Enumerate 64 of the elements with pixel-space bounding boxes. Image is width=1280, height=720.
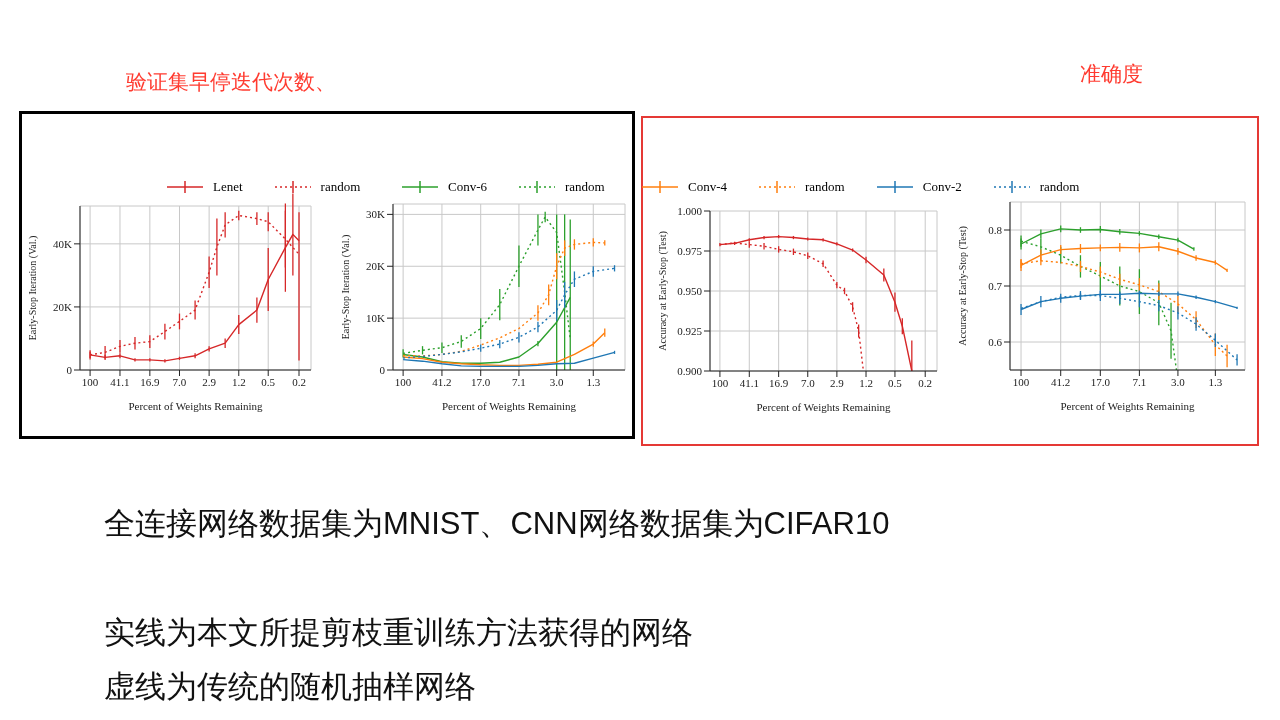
x-tick-label: 100 <box>1012 375 1030 388</box>
y-axis-title: Early-Stop Iteration (Val.) <box>26 235 39 341</box>
x-tick-label: 41.2 <box>1051 375 1071 388</box>
x-tick-label: 100 <box>711 376 729 389</box>
x-tick-label: 2.9 <box>830 376 845 389</box>
y-tick-label: 0.950 <box>677 284 703 297</box>
y-tick-label: 0.975 <box>677 244 703 257</box>
y-tick-label: 20K <box>53 300 73 313</box>
legend-label: random <box>805 179 845 195</box>
x-axis-title: Percent of Weights Remaining <box>128 400 264 412</box>
x-tick-label: 7.0 <box>800 376 816 389</box>
x-tick-label: 0.5 <box>261 375 276 388</box>
y-axis-title: Accuracy at Early-Stop (Test) <box>656 231 669 351</box>
y-tick-label: 0.8 <box>988 223 1003 236</box>
y-tick-label: 0.900 <box>677 364 703 377</box>
legend-label: Conv-6 <box>448 179 487 195</box>
y-axis-title: Accuracy at Early-Stop (Test) <box>956 226 969 346</box>
y-tick-label: 0.925 <box>677 324 703 337</box>
x-axis-title: Percent of Weights Remaining <box>441 400 577 412</box>
x-tick-label: 41.2 <box>432 375 452 388</box>
x-axis-title: Percent of Weights Remaining <box>756 401 892 413</box>
y-tick-label: 0 <box>66 363 73 376</box>
y-tick-label: 0 <box>379 363 386 376</box>
x-tick-label: 16.9 <box>140 375 160 388</box>
x-tick-label: 1.2 <box>231 375 246 388</box>
x-tick-label: 100 <box>81 375 99 388</box>
legend-label: Lenet <box>213 179 243 195</box>
legend-label: random <box>320 179 361 195</box>
x-tick-label: 7.0 <box>172 375 187 388</box>
x-tick-label: 0.5 <box>888 376 903 389</box>
x-tick-label: 16.9 <box>769 376 789 389</box>
text: 全连接网络数据集为MNIST、CNN网络数据集为CIFAR10 <box>104 505 890 543</box>
y-tick-label: 10K <box>366 312 386 325</box>
x-tick-label: 3.0 <box>1171 375 1186 388</box>
y-tick-label: 40K <box>53 237 73 250</box>
x-tick-label: 17.0 <box>471 375 491 388</box>
chart-title: 准确度 <box>1080 61 1143 87</box>
y-tick-label: 0.6 <box>988 335 1003 348</box>
text: 虚线为传统的随机抽样网络 <box>104 668 476 706</box>
y-tick-label: 0.7 <box>988 279 1003 292</box>
legend-label: random <box>565 179 605 195</box>
x-tick-label: 1.2 <box>859 376 873 389</box>
x-axis-title: Percent of Weights Remaining <box>1060 400 1196 412</box>
y-axis-title: Early-Stop Iteration (Val.) <box>339 234 352 340</box>
y-tick-label: 20K <box>366 260 386 273</box>
legend-label: Conv-2 <box>922 179 962 195</box>
legend-label: Conv-4 <box>688 179 727 195</box>
x-tick-label: 41.1 <box>110 375 130 388</box>
x-tick-label: 7.1 <box>1132 375 1147 388</box>
x-tick-label: 2.9 <box>202 375 217 388</box>
chart-title: 验证集早停迭代次数、 <box>126 69 336 95</box>
y-tick-label: 1.000 <box>677 204 703 217</box>
x-tick-label: 1.3 <box>1208 375 1223 388</box>
x-tick-label: 1.3 <box>586 375 601 388</box>
text: 实线为本文所提剪枝重训练方法获得的网络 <box>104 614 693 652</box>
legend-label: random <box>1039 179 1080 195</box>
x-tick-label: 100 <box>394 375 412 388</box>
x-tick-label: 0.2 <box>918 376 933 389</box>
x-tick-label: 41.1 <box>739 376 759 389</box>
x-tick-label: 17.0 <box>1090 375 1111 388</box>
x-tick-label: 0.2 <box>292 375 306 388</box>
x-tick-label: 3.0 <box>549 375 565 388</box>
x-tick-label: 7.1 <box>512 375 526 388</box>
y-tick-label: 30K <box>366 208 386 221</box>
